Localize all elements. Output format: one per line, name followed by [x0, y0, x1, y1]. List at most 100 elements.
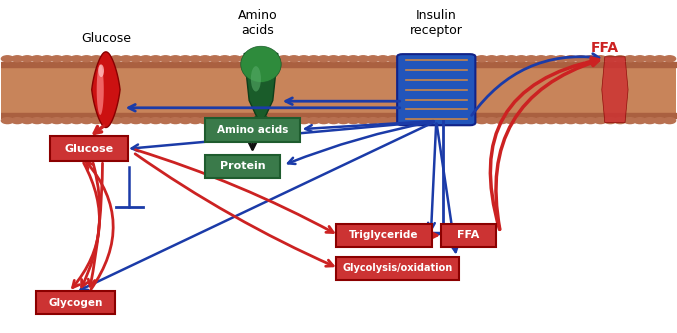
- Circle shape: [130, 118, 142, 124]
- Circle shape: [594, 118, 607, 124]
- Circle shape: [110, 118, 123, 124]
- Circle shape: [318, 118, 330, 124]
- Circle shape: [298, 56, 310, 62]
- Circle shape: [476, 118, 488, 124]
- Circle shape: [357, 56, 369, 62]
- Circle shape: [644, 56, 656, 62]
- Circle shape: [41, 56, 53, 62]
- Circle shape: [219, 56, 231, 62]
- Circle shape: [268, 118, 280, 124]
- Circle shape: [229, 56, 241, 62]
- Circle shape: [427, 118, 439, 124]
- Text: FFA: FFA: [457, 230, 479, 240]
- Circle shape: [663, 118, 676, 124]
- Circle shape: [554, 118, 567, 124]
- Circle shape: [407, 56, 418, 62]
- Circle shape: [328, 56, 340, 62]
- Circle shape: [485, 56, 498, 62]
- Circle shape: [278, 118, 290, 124]
- Circle shape: [139, 56, 152, 62]
- Circle shape: [81, 56, 93, 62]
- FancyBboxPatch shape: [37, 291, 114, 314]
- Circle shape: [545, 118, 557, 124]
- Circle shape: [377, 118, 389, 124]
- Circle shape: [575, 56, 587, 62]
- Circle shape: [21, 56, 33, 62]
- Circle shape: [446, 118, 458, 124]
- Circle shape: [634, 118, 646, 124]
- Circle shape: [318, 56, 330, 62]
- FancyBboxPatch shape: [336, 224, 431, 247]
- Circle shape: [407, 118, 418, 124]
- FancyBboxPatch shape: [336, 256, 458, 280]
- Circle shape: [663, 56, 676, 62]
- Circle shape: [496, 118, 508, 124]
- Circle shape: [189, 56, 201, 62]
- Circle shape: [259, 56, 270, 62]
- Circle shape: [653, 56, 665, 62]
- Circle shape: [446, 56, 458, 62]
- Circle shape: [298, 118, 310, 124]
- Polygon shape: [97, 65, 104, 115]
- Circle shape: [328, 118, 340, 124]
- Circle shape: [51, 118, 63, 124]
- Circle shape: [397, 56, 409, 62]
- Ellipse shape: [241, 46, 281, 83]
- Circle shape: [584, 56, 596, 62]
- Circle shape: [466, 56, 478, 62]
- Circle shape: [535, 56, 547, 62]
- Circle shape: [496, 56, 508, 62]
- Text: Protein: Protein: [219, 161, 265, 171]
- Circle shape: [268, 56, 280, 62]
- Text: FFA: FFA: [591, 41, 619, 55]
- Circle shape: [337, 56, 349, 62]
- Circle shape: [209, 56, 221, 62]
- Circle shape: [51, 56, 63, 62]
- Circle shape: [100, 56, 112, 62]
- Text: Insulin
receptor: Insulin receptor: [410, 9, 462, 37]
- FancyBboxPatch shape: [205, 155, 280, 178]
- Circle shape: [505, 118, 517, 124]
- Circle shape: [238, 56, 250, 62]
- Circle shape: [70, 118, 83, 124]
- Circle shape: [644, 118, 656, 124]
- Circle shape: [565, 118, 577, 124]
- Circle shape: [61, 56, 73, 62]
- Circle shape: [535, 118, 547, 124]
- Circle shape: [139, 118, 152, 124]
- FancyBboxPatch shape: [50, 137, 128, 162]
- Circle shape: [81, 118, 93, 124]
- Circle shape: [199, 56, 211, 62]
- Circle shape: [436, 56, 448, 62]
- Circle shape: [229, 118, 241, 124]
- Circle shape: [604, 56, 616, 62]
- Circle shape: [436, 118, 448, 124]
- Circle shape: [485, 118, 498, 124]
- Circle shape: [90, 118, 102, 124]
- Circle shape: [367, 56, 379, 62]
- Circle shape: [248, 56, 261, 62]
- Circle shape: [624, 118, 636, 124]
- Circle shape: [545, 56, 557, 62]
- Circle shape: [288, 118, 300, 124]
- Circle shape: [387, 118, 399, 124]
- Circle shape: [1, 118, 14, 124]
- Circle shape: [160, 118, 172, 124]
- Circle shape: [614, 56, 626, 62]
- Circle shape: [594, 56, 607, 62]
- Circle shape: [160, 56, 172, 62]
- Circle shape: [130, 56, 142, 62]
- Circle shape: [61, 118, 73, 124]
- Circle shape: [476, 56, 488, 62]
- Circle shape: [416, 56, 429, 62]
- Circle shape: [179, 118, 192, 124]
- Circle shape: [634, 56, 646, 62]
- Circle shape: [308, 56, 320, 62]
- Circle shape: [456, 118, 468, 124]
- Circle shape: [575, 118, 587, 124]
- Circle shape: [259, 118, 270, 124]
- FancyBboxPatch shape: [205, 118, 300, 142]
- Text: Glucose: Glucose: [64, 144, 114, 154]
- Circle shape: [624, 56, 636, 62]
- Circle shape: [377, 56, 389, 62]
